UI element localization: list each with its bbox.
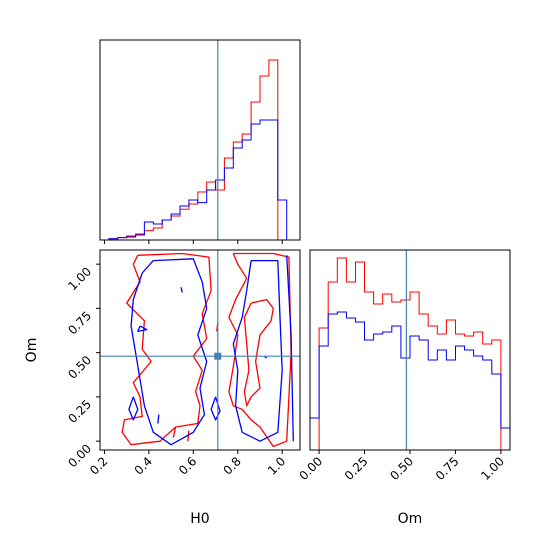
contour-blue-4 bbox=[210, 396, 221, 421]
histogram-blue-series bbox=[100, 119, 288, 240]
contour-blue-5 bbox=[137, 325, 148, 333]
contour-blue-2 bbox=[286, 255, 294, 442]
contour-red-3 bbox=[172, 426, 177, 438]
y-tick-label: 0.25 bbox=[65, 397, 94, 426]
x-axis-label-h0: H0 bbox=[190, 511, 209, 527]
contour-red-4 bbox=[187, 430, 190, 442]
contour-blue-0 bbox=[130, 258, 208, 446]
histogram-red-series bbox=[100, 59, 287, 240]
y-tick-label: 1.00 bbox=[65, 264, 94, 293]
x-tick-label: 0.25 bbox=[342, 454, 371, 483]
x-tick-label: 0.4 bbox=[132, 454, 155, 477]
x-tick-label: 1.0 bbox=[265, 454, 288, 477]
contour-blue-7 bbox=[157, 414, 160, 424]
axes-frame bbox=[99, 39, 301, 241]
hist-h0-panel bbox=[99, 39, 301, 244]
x-axis-label-om: Om bbox=[398, 511, 423, 527]
x-tick-label: 0.50 bbox=[387, 454, 416, 483]
hist-om-panel: 0.00 0.25 0.50 0.75 1.00 bbox=[296, 249, 511, 483]
x-tick-label: 1.00 bbox=[478, 454, 507, 483]
y-tick-label: 0.75 bbox=[65, 309, 94, 338]
axes-frame bbox=[99, 249, 301, 451]
histogram-blue-series bbox=[310, 311, 510, 450]
y-axis-label-om: Om bbox=[24, 338, 40, 363]
x-tick-label: 0.6 bbox=[176, 454, 199, 477]
x-tick-label: 0.8 bbox=[221, 454, 244, 477]
contour-blue-3 bbox=[128, 396, 139, 421]
contour-red-2 bbox=[243, 298, 274, 407]
truth-marker bbox=[214, 352, 222, 360]
y-tick-label: 0.50 bbox=[65, 353, 94, 382]
x-tick-label: 0.00 bbox=[296, 454, 325, 483]
contour-h0-om-panel: 0.2 0.4 0.6 0.8 1.00.000.250.500.751.00 bbox=[65, 249, 301, 478]
contour-blue-6 bbox=[180, 287, 183, 293]
x-tick-label: 0.2 bbox=[87, 454, 110, 477]
histogram-red-series bbox=[310, 257, 510, 450]
x-tick-label: 0.75 bbox=[433, 454, 462, 483]
contour-blue-1 bbox=[232, 259, 283, 442]
